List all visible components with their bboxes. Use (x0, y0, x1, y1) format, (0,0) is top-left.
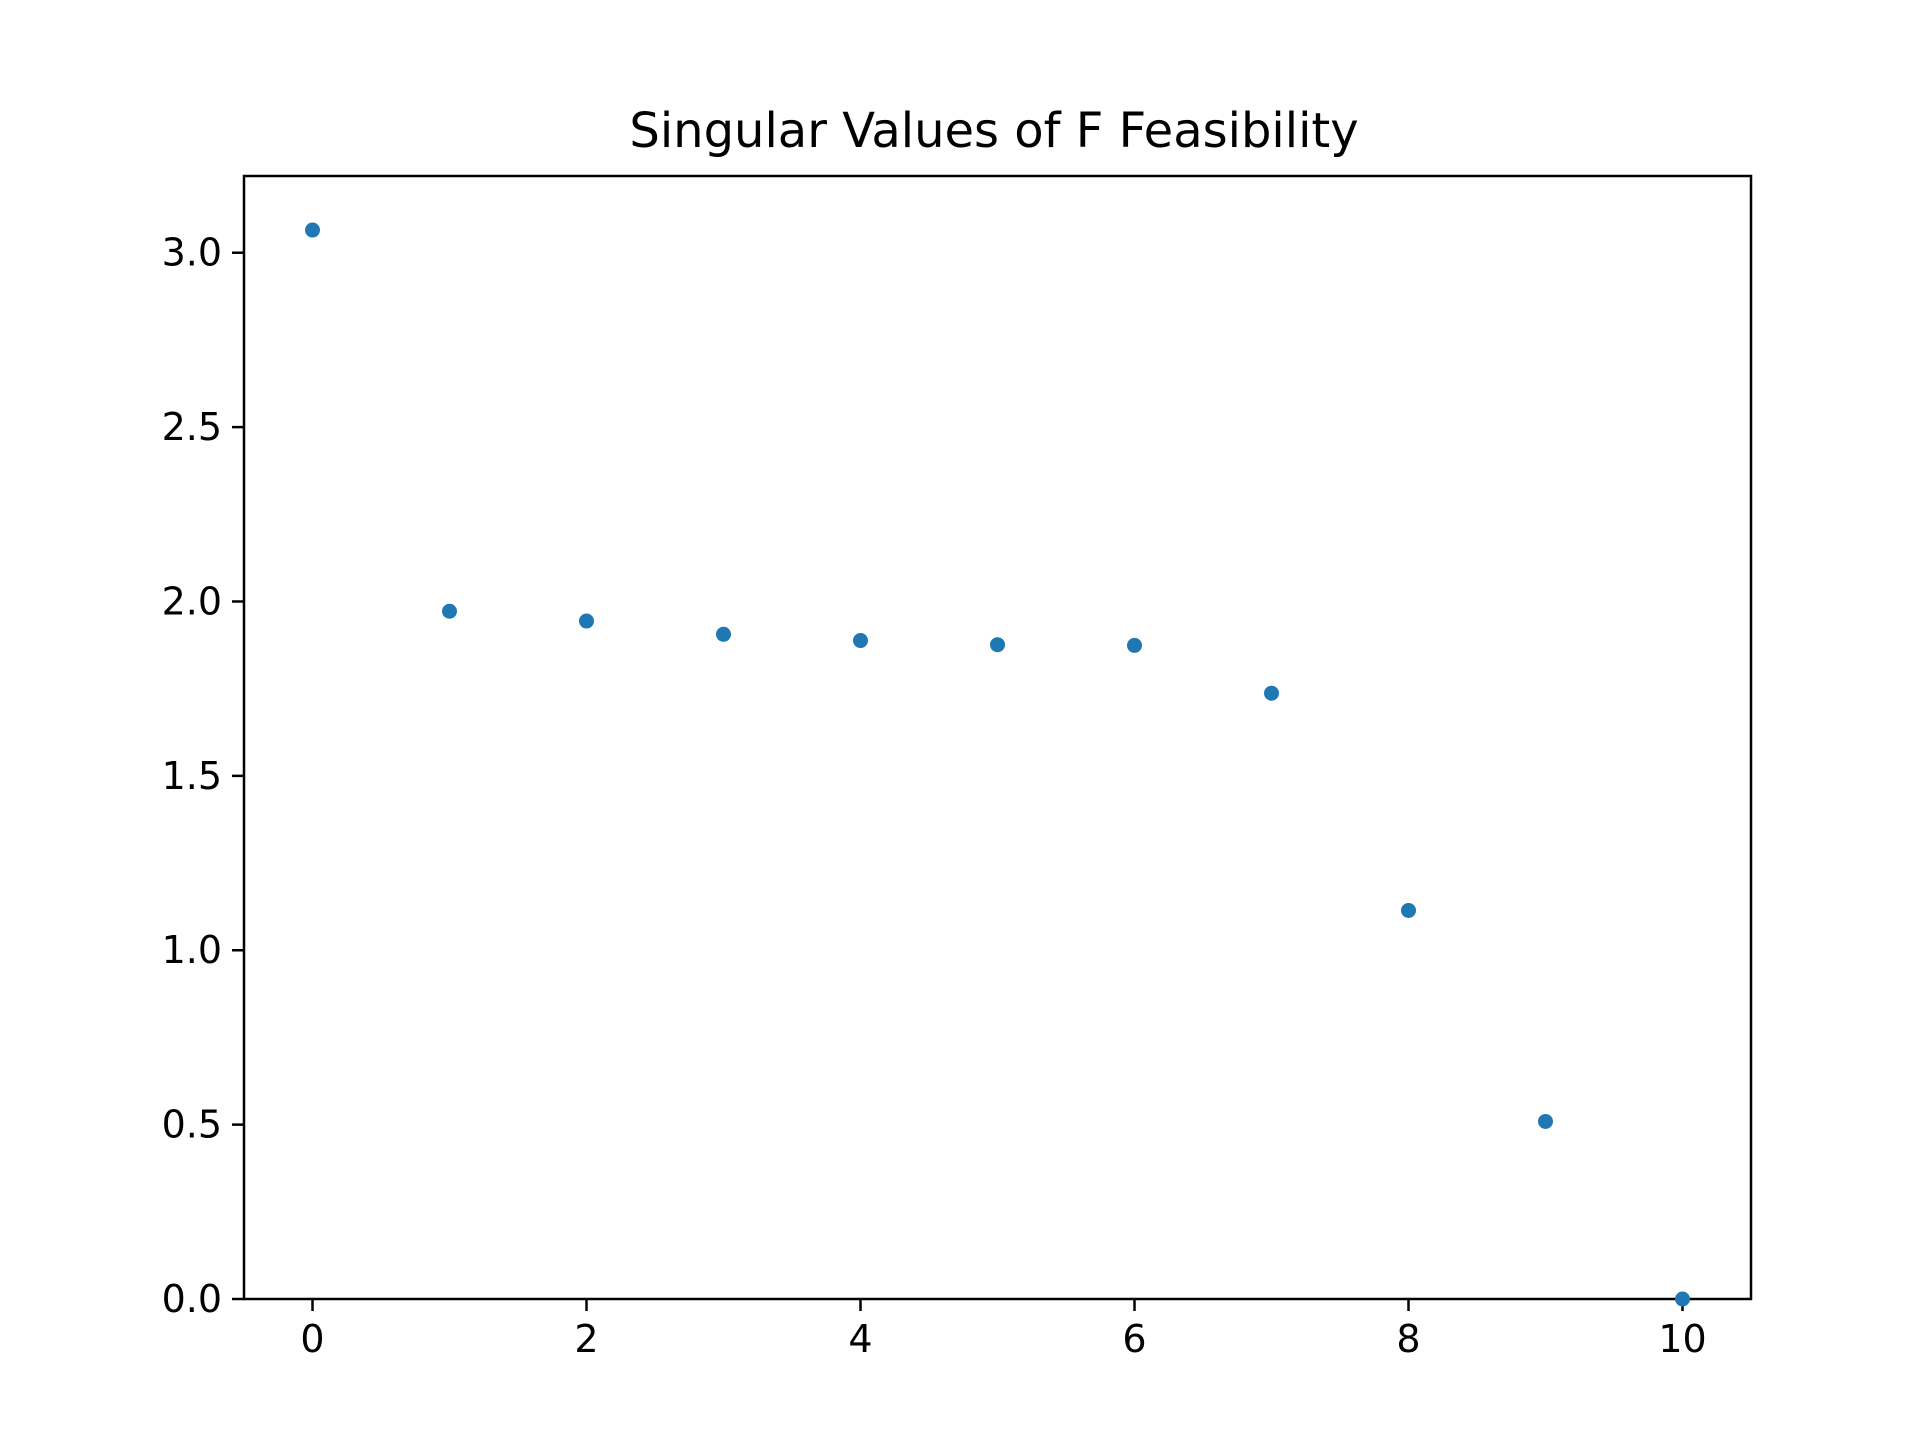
y-tick-label: 2.0 (162, 579, 222, 623)
y-tick-label: 1.5 (162, 754, 222, 798)
data-point (853, 633, 868, 649)
x-tick-label: 2 (574, 1317, 598, 1361)
data-point (1401, 902, 1416, 918)
data-point (305, 222, 320, 238)
y-tick-label: 0.5 (162, 1103, 222, 1147)
x-tick-label: 4 (848, 1317, 872, 1361)
data-point (579, 613, 594, 629)
y-tick-label: 1.0 (162, 928, 222, 972)
data-points (305, 222, 1690, 1307)
y-tick-label: 3.0 (162, 231, 222, 275)
data-point (1264, 685, 1279, 701)
y-axis: 0.0 0.5 1.0 1.5 2.0 2.5 3.0 (162, 231, 244, 1321)
y-tick-label: 2.5 (162, 405, 222, 449)
plot-area-frame (242, 174, 1753, 1301)
data-point (1538, 1113, 1553, 1129)
x-tick-label: 6 (1122, 1317, 1146, 1361)
x-tick-label: 10 (1658, 1317, 1706, 1361)
x-tick-label: 0 (300, 1317, 324, 1361)
data-point (442, 603, 457, 619)
x-tick-label: 8 (1396, 1317, 1420, 1361)
x-axis: 0 2 4 6 8 10 (300, 1299, 1707, 1361)
data-point (716, 626, 731, 642)
data-point (1127, 637, 1142, 653)
chart-title: Singular Values of F Feasibility (629, 103, 1358, 159)
data-point (1675, 1291, 1690, 1307)
data-point (990, 637, 1005, 653)
y-tick-label: 0.0 (162, 1277, 222, 1321)
